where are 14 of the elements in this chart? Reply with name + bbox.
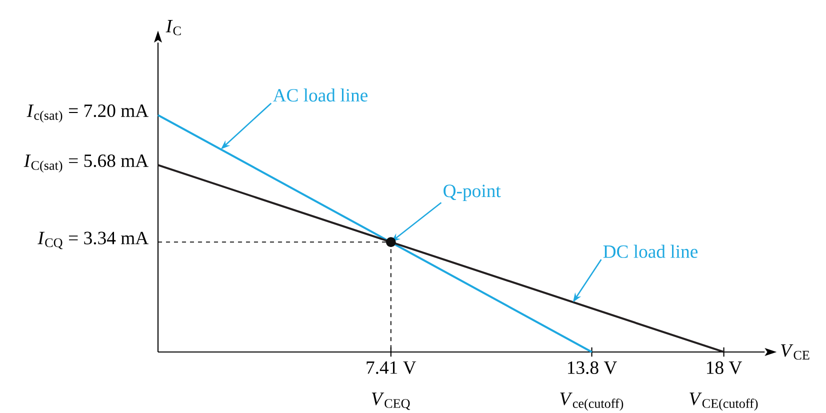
x-tick-label: 7.41 V <box>366 361 416 374</box>
annotation: Q-point <box>444 184 501 201</box>
y-tick-label: I$_{CQ}$ = 3.34 mA <box>38 232 148 250</box>
annotation: V$_{CE(cutoff)}$ <box>690 392 758 411</box>
y-tick-label: I$_{c(sat)}$ = 7.20 mA <box>26 104 148 123</box>
annotation: DC load line <box>603 244 698 258</box>
x-axis-title: V$_{CE}$ <box>781 344 810 360</box>
annotation: V$_{ce(cutoff)}$ <box>560 392 624 411</box>
x-tick-label: 13.8 V <box>568 361 617 374</box>
annotation: AC load line <box>272 88 368 102</box>
y-axis-title: I$_{C}$ <box>166 20 181 36</box>
x-tick-label: 18 V <box>707 361 742 374</box>
annotation: V$_{CEQ}$ <box>372 392 410 410</box>
y-tick-label: I$_{C(sat)}$ = 5.68 mA <box>24 154 148 173</box>
